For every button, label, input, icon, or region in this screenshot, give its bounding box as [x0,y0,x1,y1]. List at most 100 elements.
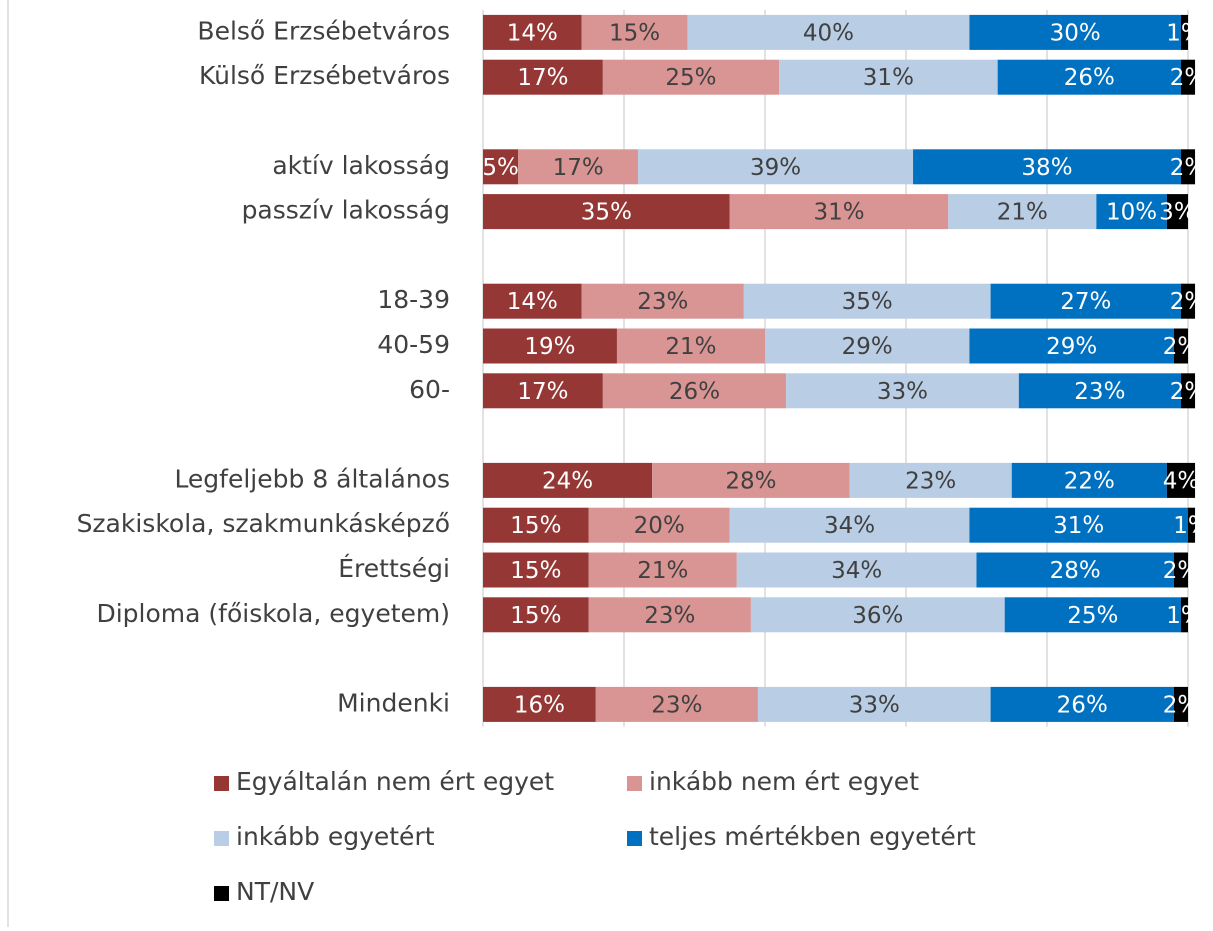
data-label: 23% [1074,378,1125,404]
data-label-value: 38 [1021,154,1050,180]
bar-segment [1180,149,1196,185]
data-label-value: 33 [877,378,906,404]
bar-segment [1180,283,1196,319]
data-label-value: 35 [842,289,871,315]
data-label: 21% [637,558,688,584]
legend-label: inkább egyetért [236,822,435,851]
data-label-value: 23 [644,602,673,628]
bar-segment [595,686,758,722]
data-label: 23% [644,602,695,628]
data-label: 34% [831,558,882,584]
y-tick-label: Belső Erzsébetváros [197,16,450,45]
bar-segment [990,283,1181,319]
bar-segment [602,373,787,409]
y-tick-label: Szakiskola, szakmunkásképző [77,509,450,538]
data-label-value: 21 [637,558,666,584]
data-label-value: 33 [849,692,878,718]
data-label: 31% [813,199,864,225]
bar-segment [483,552,589,588]
data-label: 4% [1163,468,1200,494]
data-label: 2% [1163,334,1200,360]
data-label-value: 2 [1163,558,1178,584]
data-label: 21% [997,199,1048,225]
data-label: 23% [637,289,688,315]
data-label: 36% [852,602,903,628]
data-label: 26% [1057,692,1108,718]
data-label: 15% [510,558,561,584]
bar-segment [687,14,970,50]
bar-segment [990,686,1174,722]
data-label-value: 2 [1163,334,1178,360]
data-label-value: 17 [553,154,582,180]
data-label: 2% [1170,154,1207,180]
bar-segment [997,59,1181,95]
bar-segment [1173,328,1188,364]
data-label: 17% [553,154,604,180]
bar-segment [913,149,1181,185]
data-label: 14% [507,20,558,46]
data-label: 21% [665,334,716,360]
bar-segment [638,149,914,185]
data-label: 5% [482,154,519,180]
bar-segment [581,283,744,319]
bar-segment [976,552,1174,588]
bar-segment [1173,686,1188,722]
y-tick-label: 40-59 [377,330,450,359]
data-label-value: 16 [514,692,543,718]
data-label-value: 2 [1170,65,1185,91]
legend-label: NT/NV [236,877,314,906]
data-label-value: 27 [1060,289,1089,315]
data-label-value: 14 [507,289,536,315]
bar-segment [765,328,970,364]
data-label-value: 1 [1166,20,1181,46]
data-label: 20% [634,513,685,539]
data-label: 15% [609,20,660,46]
data-label-value: 2 [1170,154,1185,180]
bar-segment [1166,194,1188,230]
y-tick-label: Külső Erzsébetváros [199,61,450,90]
data-label: 14% [507,289,558,315]
legend-swatch [214,831,229,846]
data-label-value: 39 [750,154,779,180]
data-label-value: 31 [863,65,892,91]
bar-segment [1188,507,1196,543]
data-label: 25% [1067,602,1118,628]
data-label-value: 24 [542,468,571,494]
data-label-value: 31 [1053,513,1082,539]
data-label-value: 21 [665,334,694,360]
bar-segment [588,507,730,543]
bar-segment [757,686,991,722]
data-label-value: 15 [510,602,539,628]
bar-segment [483,14,582,50]
bar-segment [1173,552,1188,588]
data-label-value: 1 [1166,602,1181,628]
legend-label: inkább nem ért egyet [649,767,919,796]
bar-segment [483,149,519,185]
data-label-value: 25 [1067,602,1096,628]
data-label-value: 36 [852,602,881,628]
data-label-value: 17 [517,378,546,404]
data-label-value: 34 [824,513,853,539]
data-label: 33% [849,692,900,718]
data-label-value: 25 [665,65,694,91]
bar-segment [483,283,582,319]
data-label: 33% [877,378,928,404]
bar-segment [969,14,1181,50]
bar-segment [729,507,970,543]
bar-segment [750,597,1005,633]
data-label: 26% [1064,65,1115,91]
data-label: 31% [1053,513,1104,539]
bar-segment [729,194,949,230]
data-label: 40% [803,20,854,46]
data-label-value: 20 [634,513,663,539]
data-label: 17% [517,65,568,91]
bar-segment [736,552,977,588]
data-label-value: 3 [1159,199,1174,225]
bar-segment [581,14,688,50]
data-label-value: 26 [1057,692,1086,718]
bar-segment [786,373,1019,409]
bar-segment [483,194,730,230]
bar-segment [1018,373,1181,409]
bar-segment [483,59,603,95]
data-label: 23% [651,692,702,718]
